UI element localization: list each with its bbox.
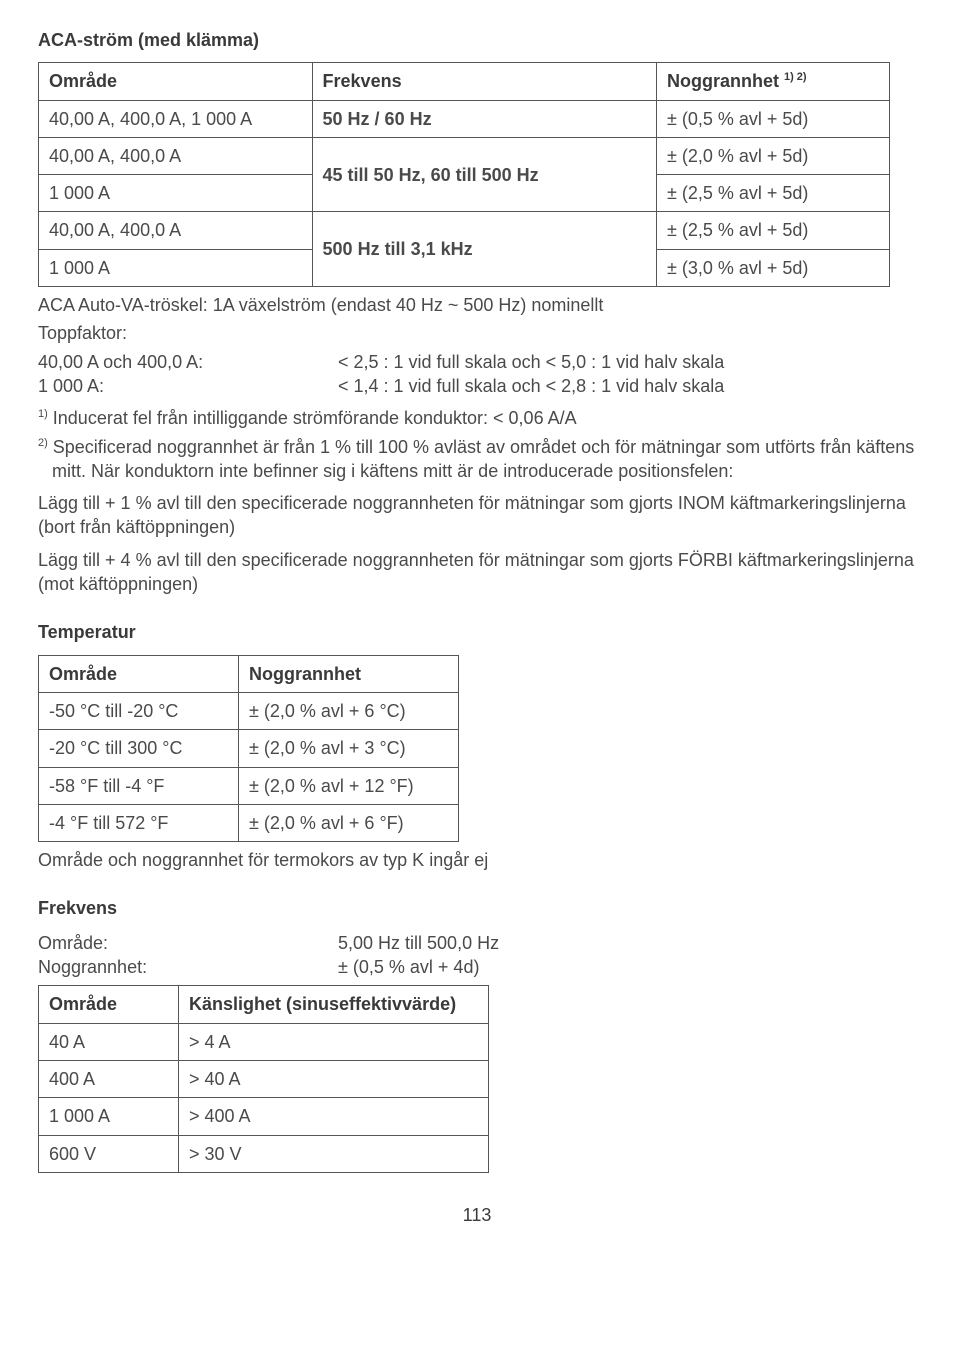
cell: 45 till 50 Hz, 60 till 500 Hz: [312, 137, 656, 212]
th-text: Noggrannhet: [667, 71, 784, 91]
table-temperatur: Område Noggrannhet -50 °C till -20 °C ± …: [38, 655, 459, 842]
text: Inducerat fel från intilliggande strömfö…: [48, 408, 577, 428]
sup: 2): [38, 437, 48, 449]
cell: 40,00 A, 400,0 A, 1 000 A: [39, 100, 313, 137]
table-row: Område Noggrannhet: [39, 655, 459, 692]
cell: 40 A: [39, 1023, 179, 1060]
cell: 40,00 A, 400,0 A: [39, 137, 313, 174]
text: Specificerad noggrannhet är från 1 % til…: [48, 437, 914, 481]
cell: 40,00 A, 400,0 A: [39, 212, 313, 249]
table-row: -20 °C till 300 °C ± (2,0 % avl + 3 °C): [39, 730, 459, 767]
row-topp2: 1 000 A: < 1,4 : 1 vid full skala och < …: [38, 374, 916, 398]
cell: ± (2,0 % avl + 5d): [656, 137, 889, 174]
value: 5,00 Hz till 500,0 Hz: [338, 931, 499, 955]
value: ± (0,5 % avl + 4d): [338, 955, 479, 979]
label: Noggrannhet:: [38, 955, 338, 979]
table-row: -4 °F till 572 °F ± (2,0 % avl + 6 °F): [39, 804, 459, 841]
th-noggrannhet: Noggrannhet 1) 2): [656, 63, 889, 100]
table-row: -58 °F till -4 °F ± (2,0 % avl + 12 °F): [39, 767, 459, 804]
heading-aca: ACA-ström (med klämma): [38, 28, 916, 52]
cell: 500 Hz till 3,1 kHz: [312, 212, 656, 287]
table-aca: Område Frekvens Noggrannhet 1) 2) 40,00 …: [38, 62, 890, 287]
cell: 400 A: [39, 1060, 179, 1097]
th-omrade: Område: [39, 63, 313, 100]
cell: 1 000 A: [39, 175, 313, 212]
th-sup: 1) 2): [784, 71, 807, 83]
para-lagg1: Lägg till + 1 % avl till den specificera…: [38, 491, 916, 540]
para-lagg2: Lägg till + 4 % avl till den specificera…: [38, 548, 916, 597]
cell: -20 °C till 300 °C: [39, 730, 239, 767]
cell: ± (2,0 % avl + 3 °C): [239, 730, 459, 767]
cell: > 30 V: [179, 1135, 489, 1172]
cell: -58 °F till -4 °F: [39, 767, 239, 804]
row-topp1: 40,00 A och 400,0 A: < 2,5 : 1 vid full …: [38, 350, 916, 374]
table-row: 40,00 A, 400,0 A 500 Hz till 3,1 kHz ± (…: [39, 212, 890, 249]
row-noggrannhet: Noggrannhet: ± (0,5 % avl + 4d): [38, 955, 916, 979]
cell: 50 Hz / 60 Hz: [312, 100, 656, 137]
label: 1 000 A:: [38, 374, 338, 398]
footnote-2: 2) Specificerad noggrannhet är från 1 % …: [38, 435, 916, 484]
heading-temperatur: Temperatur: [38, 620, 916, 644]
table-row: 1 000 A > 400 A: [39, 1098, 489, 1135]
page-number: 113: [38, 1203, 916, 1227]
heading-frekvens: Frekvens: [38, 896, 916, 920]
cell: > 400 A: [179, 1098, 489, 1135]
footnote-1: 1) Inducerat fel från intilliggande strö…: [38, 406, 916, 430]
cell: ± (2,0 % avl + 12 °F): [239, 767, 459, 804]
table-row: 400 A > 40 A: [39, 1060, 489, 1097]
value: < 2,5 : 1 vid full skala och < 5,0 : 1 v…: [338, 350, 724, 374]
sup: 1): [38, 408, 48, 420]
cell: ± (2,0 % avl + 6 °F): [239, 804, 459, 841]
cell: 1 000 A: [39, 1098, 179, 1135]
table-row: 40,00 A, 400,0 A 45 till 50 Hz, 60 till …: [39, 137, 890, 174]
cell: ± (0,5 % avl + 5d): [656, 100, 889, 137]
table-row: -50 °C till -20 °C ± (2,0 % avl + 6 °C): [39, 692, 459, 729]
th-frekvens: Frekvens: [312, 63, 656, 100]
cell: 1 000 A: [39, 249, 313, 286]
cell: ± (2,5 % avl + 5d): [656, 175, 889, 212]
th: Område: [39, 655, 239, 692]
th: Känslighet (sinuseffektivvärde): [179, 986, 489, 1023]
cell: -50 °C till -20 °C: [39, 692, 239, 729]
label: 40,00 A och 400,0 A:: [38, 350, 338, 374]
cell: -4 °F till 572 °F: [39, 804, 239, 841]
table-row: Område Frekvens Noggrannhet 1) 2): [39, 63, 890, 100]
table-row: 40,00 A, 400,0 A, 1 000 A 50 Hz / 60 Hz …: [39, 100, 890, 137]
para-troskel: ACA Auto-VA-tröskel: 1A växelström (enda…: [38, 293, 916, 317]
th: Område: [39, 986, 179, 1023]
cell: > 4 A: [179, 1023, 489, 1060]
cell: > 40 A: [179, 1060, 489, 1097]
th: Noggrannhet: [239, 655, 459, 692]
cell: ± (2,0 % avl + 6 °C): [239, 692, 459, 729]
table-row: 600 V > 30 V: [39, 1135, 489, 1172]
cell: ± (3,0 % avl + 5d): [656, 249, 889, 286]
value: < 1,4 : 1 vid full skala och < 2,8 : 1 v…: [338, 374, 724, 398]
table-kanslighet: Område Känslighet (sinuseffektivvärde) 4…: [38, 985, 489, 1172]
table-row: 40 A > 4 A: [39, 1023, 489, 1060]
table-row: Område Känslighet (sinuseffektivvärde): [39, 986, 489, 1023]
para-termokors: Område och noggrannhet för termokors av …: [38, 848, 916, 872]
label: Område:: [38, 931, 338, 955]
cell: ± (2,5 % avl + 5d): [656, 212, 889, 249]
row-omrade: Område: 5,00 Hz till 500,0 Hz: [38, 931, 916, 955]
cell: 600 V: [39, 1135, 179, 1172]
para-toppfaktor: Toppfaktor:: [38, 321, 916, 345]
